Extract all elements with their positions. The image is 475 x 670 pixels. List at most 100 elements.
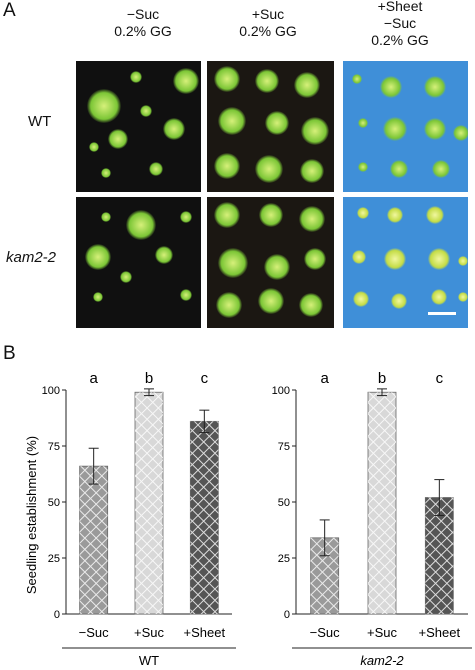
- y-tick-label: 25: [48, 553, 60, 565]
- seedling: [428, 248, 450, 270]
- seedling: [426, 206, 444, 224]
- seedling: [458, 292, 468, 302]
- category-label: −Suc: [310, 625, 340, 640]
- column-header-plus-suc: +Suc 0.2% GG: [213, 6, 323, 40]
- seedling: [87, 89, 121, 123]
- seedling: [214, 202, 240, 228]
- y-tick-label: 100: [272, 385, 290, 397]
- column-header-plus-sheet: +Sheet −Suc 0.2% GG: [345, 0, 455, 49]
- seedling: [432, 160, 450, 178]
- seedling: [130, 71, 142, 83]
- seedling: [216, 292, 242, 318]
- group-label: WT: [139, 653, 159, 668]
- photo-kam2-minus-suc: [76, 197, 201, 328]
- seedling: [163, 118, 185, 140]
- row-label-kam2-2: kam2-2: [6, 249, 57, 266]
- seedling: [380, 76, 402, 98]
- seedling: [218, 107, 246, 135]
- y-tick-label: 100: [42, 385, 60, 397]
- seedling: [294, 72, 320, 98]
- seedling: [301, 117, 329, 145]
- category-label: +Suc: [134, 625, 164, 640]
- significance-letter: a: [89, 370, 98, 387]
- seedling: [149, 162, 163, 176]
- y-tick-label: 50: [278, 497, 290, 509]
- y-tick-label: 25: [278, 553, 290, 565]
- category-label: −Suc: [79, 625, 109, 640]
- photo-kam2-plus-sheet: [343, 197, 468, 328]
- bar-hatch: [79, 466, 108, 614]
- seedling: [299, 293, 323, 317]
- seedling: [431, 289, 447, 305]
- photo-wt-plus-sheet: [343, 61, 468, 192]
- seedling: [424, 118, 446, 140]
- seedling: [214, 153, 240, 179]
- seedling: [265, 111, 289, 135]
- seedling: [255, 155, 283, 183]
- seedling: [259, 203, 283, 227]
- seedling: [255, 69, 279, 93]
- seedling: [180, 211, 192, 223]
- seedling: [218, 248, 248, 278]
- photo-wt-minus-suc: [76, 61, 201, 192]
- y-tick-label: 50: [48, 497, 60, 509]
- column-header-line: +Sheet: [377, 0, 423, 14]
- significance-letter: c: [436, 370, 444, 387]
- seedling: [101, 168, 111, 178]
- seedling: [358, 162, 368, 172]
- seedling: [304, 248, 326, 270]
- seedling: [458, 256, 468, 266]
- bar-hatch: [425, 497, 454, 614]
- seedling: [299, 206, 325, 232]
- category-label: +Suc: [367, 625, 397, 640]
- seedling: [180, 289, 192, 301]
- seedling: [358, 118, 368, 128]
- seedling: [85, 244, 111, 270]
- chart-wt: 0 25 50 75 100 a −Suc b +Suc c +Sheet WT: [42, 370, 236, 668]
- significance-letter: b: [145, 370, 153, 387]
- column-header-line: 0.2% GG: [114, 23, 172, 39]
- seedling: [126, 210, 156, 240]
- seedling: [384, 248, 406, 270]
- seedling: [214, 66, 240, 92]
- seedling: [353, 291, 369, 307]
- seedling: [140, 105, 152, 117]
- seedling: [391, 293, 407, 309]
- seedling: [89, 142, 99, 152]
- bar-hatch: [135, 392, 163, 614]
- seedling: [155, 246, 173, 264]
- column-header-line: 0.2% GG: [239, 23, 297, 39]
- seedling: [101, 212, 111, 222]
- column-header-minus-suc: −Suc 0.2% GG: [88, 6, 198, 40]
- chart-kam2-2: 0 25 50 75 100 a −Suc b +Suc c +Sheet kam2-2: [272, 370, 472, 668]
- seedling: [258, 288, 284, 314]
- panel-a-label: A: [3, 0, 16, 21]
- category-label: +Sheet: [419, 625, 461, 640]
- seedling: [120, 271, 132, 283]
- seedling: [453, 125, 468, 141]
- seedling: [93, 292, 103, 302]
- scale-bar: [428, 312, 456, 315]
- column-header-line: 0.2% GG: [371, 32, 429, 48]
- significance-letter: c: [201, 370, 209, 387]
- seedling: [108, 129, 128, 149]
- y-tick-label: 75: [278, 441, 290, 453]
- seedling: [264, 254, 290, 280]
- photo-wt-plus-suc: [207, 61, 334, 192]
- category-label: +Sheet: [184, 625, 226, 640]
- seedling: [300, 159, 324, 183]
- column-header-line: −Suc: [383, 15, 417, 31]
- seedling: [352, 74, 362, 84]
- row-label-wt: WT: [28, 113, 52, 130]
- significance-letter: a: [320, 370, 329, 387]
- panel-b-label: B: [3, 343, 16, 364]
- bar-hatch: [190, 421, 219, 614]
- seedling: [173, 68, 199, 94]
- y-tick-label: 75: [48, 441, 60, 453]
- seedling: [383, 117, 407, 141]
- bar-hatch: [368, 392, 396, 614]
- column-header-line: −Suc: [126, 6, 160, 22]
- photo-kam2-plus-suc: [207, 197, 334, 328]
- significance-letter: b: [378, 370, 386, 387]
